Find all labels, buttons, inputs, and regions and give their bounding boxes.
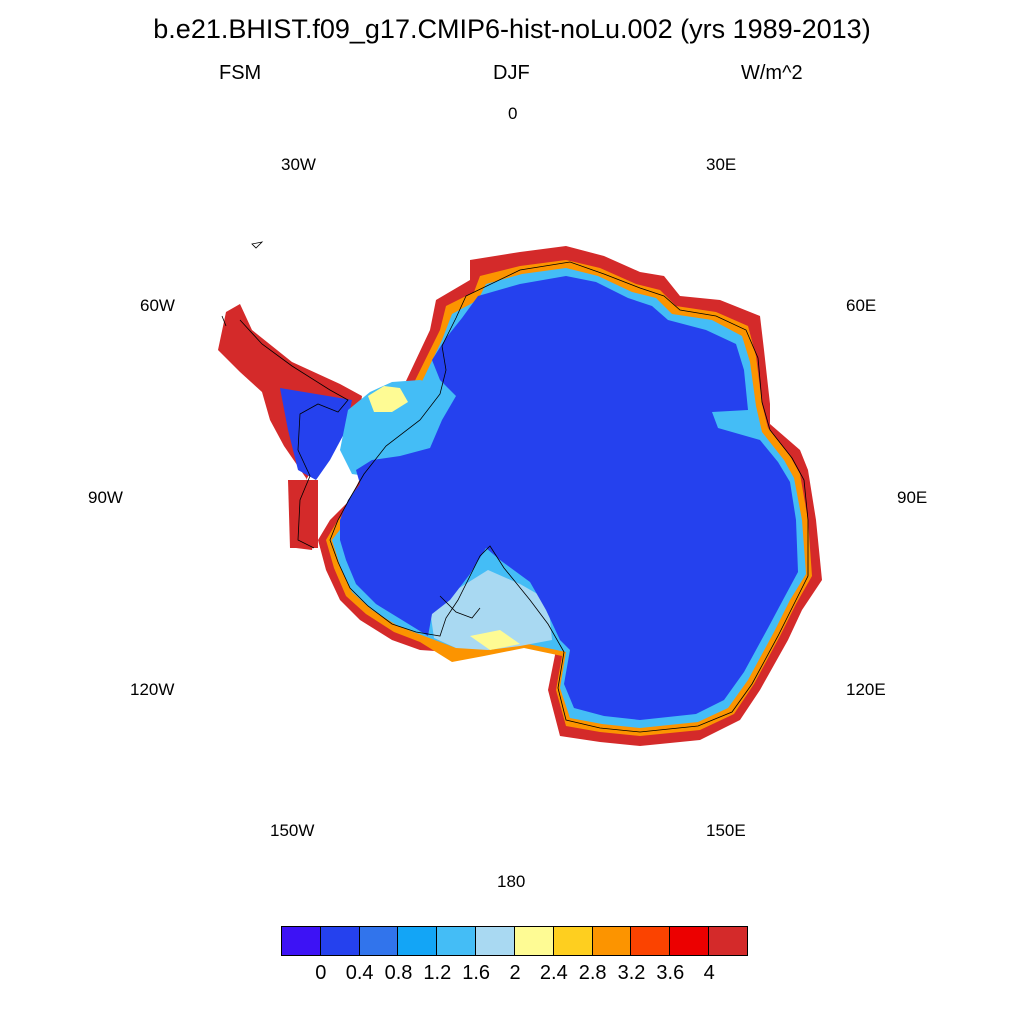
plot-title: b.e21.BHIST.f09_g17.CMIP6-hist-noLu.002 … — [153, 14, 871, 44]
colorbar-swatch — [708, 926, 748, 956]
colorbar-swatch — [475, 926, 515, 956]
lon-label-0: 0 — [508, 104, 518, 123]
colorbar-swatch — [436, 926, 477, 956]
colorbar — [281, 926, 748, 956]
colorbar-swatch — [630, 926, 671, 956]
lon-label-150w: 150W — [270, 821, 315, 840]
units-label: W/m^2 — [741, 62, 803, 84]
peninsula-region — [218, 304, 362, 550]
ross-yellow — [470, 630, 520, 650]
colorbar-tick-label: 2 — [509, 962, 521, 984]
colorbar-swatch — [591, 926, 632, 956]
colorbar-tick-label: 0.4 — [345, 962, 374, 984]
colorbar-tick-label: 1.6 — [462, 962, 491, 984]
colorbar-swatch — [513, 926, 554, 956]
season-label: DJF — [493, 62, 530, 84]
weddell-yellow — [368, 386, 408, 412]
colorbar-tick-label: 2.8 — [578, 962, 607, 984]
lon-label-120w: 120W — [130, 680, 175, 699]
lon-label-30e: 30E — [706, 155, 737, 174]
lon-label-180: 180 — [497, 872, 526, 891]
colorbar-tick-label: 2.4 — [539, 962, 568, 984]
colorbar-tick-label: 3.2 — [617, 962, 646, 984]
lon-label-90w: 90W — [88, 488, 123, 507]
colorbar-tick-label: 3.6 — [656, 962, 685, 984]
colorbar-swatch — [281, 926, 321, 956]
lon-label-90e: 90E — [897, 488, 928, 507]
colorbar-tick-label: 4 — [703, 962, 715, 984]
lon-label-60w: 60W — [140, 296, 175, 315]
coastlines — [221, 241, 809, 733]
colorbar-tick-label: 0 — [315, 962, 327, 984]
colorbar-swatch — [319, 926, 360, 956]
lon-label-150e: 150E — [706, 821, 746, 840]
colorbar-tick-label: 0.8 — [384, 962, 413, 984]
colorbar-swatch — [358, 926, 399, 956]
variable-label: FSM — [219, 62, 262, 84]
colorbar-swatch — [552, 926, 593, 956]
colorbar-swatch — [669, 926, 710, 956]
lon-label-30w: 30W — [281, 155, 316, 174]
continent-interior — [340, 276, 798, 720]
lon-label-60e: 60E — [846, 296, 877, 315]
lon-label-120e: 120E — [846, 680, 886, 699]
colorbar-tick-label: 1.2 — [423, 962, 452, 984]
colorbar-swatch — [397, 926, 438, 956]
